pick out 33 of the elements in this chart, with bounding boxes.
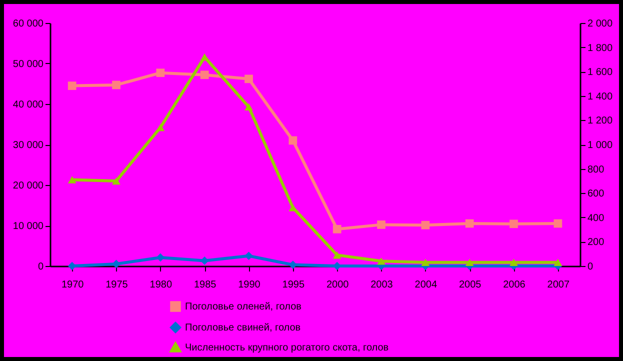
y-tick-label: 30 000 — [12, 140, 44, 151]
x-tick-label: 2003 — [370, 280, 394, 290]
y2-tick-label: 200 — [588, 237, 605, 248]
legend-label: Поголовье оленей, голов — [185, 302, 302, 312]
legend-label: Поголовье свиней, голов — [185, 322, 301, 334]
x-tick-label: 2005 — [458, 280, 482, 290]
y-tick-label: 50 000 — [12, 59, 44, 70]
x-tick-label: 1995 — [282, 280, 305, 290]
y2-tick-label: 800 — [588, 164, 605, 176]
y2-tick-label: 600 — [588, 188, 605, 200]
y-tick-label: 20 000 — [12, 180, 44, 192]
y2-tick-label: 1 400 — [588, 91, 613, 102]
x-tick-label: 1975 — [106, 280, 128, 290]
y2-tick-label: 1 200 — [588, 116, 613, 127]
y-tick-label: 60 000 — [12, 18, 44, 30]
x-tick-label: 2000 — [326, 280, 350, 290]
y-tick-label: 40 000 — [12, 100, 44, 110]
x-tick-label: 1990 — [238, 280, 261, 290]
x-tick-label: 1970 — [61, 280, 84, 290]
y2-tick-label: 400 — [588, 212, 605, 224]
x-tick-label: 2006 — [503, 280, 526, 290]
y2-tick-label: 0 — [588, 262, 594, 272]
y-tick-label: 0 — [38, 262, 44, 272]
x-tick-label: 1980 — [150, 280, 172, 290]
y-tick-label: 10 000 — [12, 221, 44, 232]
x-tick-label: 2004 — [414, 280, 438, 290]
y2-tick-label: 1 000 — [588, 140, 613, 151]
y2-tick-label: 2 000 — [588, 18, 613, 30]
y2-tick-label: 1 600 — [588, 67, 613, 78]
x-tick-label: 1985 — [194, 280, 217, 290]
legend-label: Численность крупного рогатого скота, голов — [185, 342, 389, 354]
x-tick-label: 2007 — [547, 280, 570, 290]
y2-tick-label: 1 800 — [588, 42, 613, 54]
